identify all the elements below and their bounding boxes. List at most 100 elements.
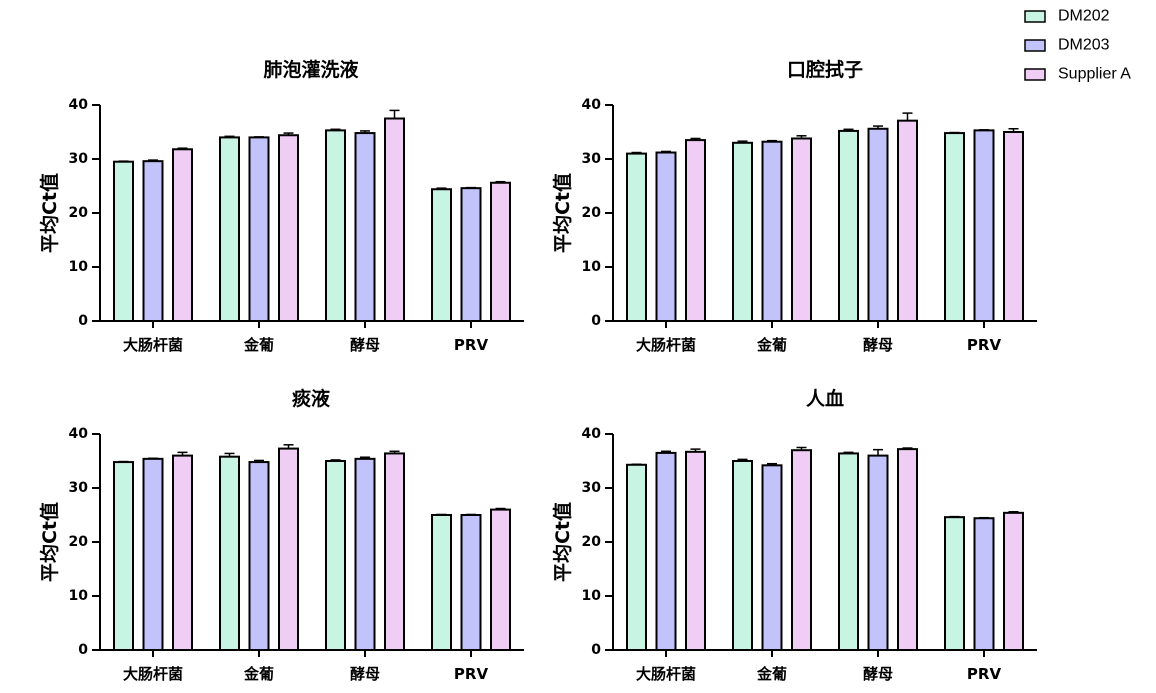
bar <box>732 141 753 322</box>
bar <box>142 457 164 651</box>
legend-label: DM203 <box>1058 37 1110 54</box>
bar <box>791 449 812 652</box>
legend: DM202 DM203 Supplier A <box>1024 8 1131 83</box>
bar <box>761 140 783 322</box>
legend-label: Supplier A <box>1058 66 1131 83</box>
bar <box>460 514 482 651</box>
bar <box>460 187 482 322</box>
chart-title: 人血 <box>806 387 844 410</box>
y-tick-label: 20 <box>69 205 89 221</box>
bar <box>685 139 706 322</box>
y-tick-label: 40 <box>69 426 89 442</box>
x-tick-label: PRV <box>967 336 1002 354</box>
y-tick-label: 30 <box>582 151 602 167</box>
y-axis-label: 平均Ct值 <box>38 173 61 253</box>
chart-title: 痰液 <box>292 387 331 410</box>
bar <box>113 160 134 322</box>
bar <box>384 117 405 322</box>
x-tick-label: 大肠杆菌 <box>636 665 696 683</box>
bar <box>944 516 965 651</box>
bar <box>685 450 706 651</box>
chart-title: 口腔拭子 <box>787 58 863 81</box>
bar <box>490 508 511 651</box>
y-tick-label: 40 <box>582 426 602 442</box>
y-tick-label: 40 <box>582 97 602 113</box>
y-tick-label: 0 <box>591 313 601 329</box>
bar <box>172 454 193 651</box>
bar <box>626 463 647 651</box>
legend-swatch <box>1024 39 1046 52</box>
y-tick-label: 30 <box>69 480 89 496</box>
bar <box>732 460 753 651</box>
x-tick-label: 酵母 <box>350 665 380 683</box>
bar <box>384 452 405 651</box>
bar <box>113 461 134 651</box>
bar <box>219 136 240 322</box>
bar <box>354 132 376 322</box>
bar <box>248 136 270 322</box>
x-tick-label: 大肠杆菌 <box>123 336 183 354</box>
y-tick-label: 30 <box>582 480 602 496</box>
bar <box>490 181 511 322</box>
bar <box>1003 511 1024 652</box>
bar <box>431 514 452 651</box>
x-tick-label: 金葡 <box>243 336 274 354</box>
bar <box>431 188 452 322</box>
x-tick-label: PRV <box>454 665 489 683</box>
bar <box>172 148 193 322</box>
y-tick-label: 20 <box>69 534 89 550</box>
y-tick-label: 10 <box>582 259 602 275</box>
x-tick-label: 大肠杆菌 <box>123 665 183 683</box>
legend-swatch <box>1024 10 1046 23</box>
y-tick-label: 0 <box>78 313 88 329</box>
y-tick-label: 40 <box>69 97 89 113</box>
bar <box>973 129 995 322</box>
x-tick-label: 大肠杆菌 <box>636 336 696 354</box>
y-tick-label: 0 <box>78 642 88 658</box>
bar <box>897 448 918 651</box>
bar <box>248 461 270 651</box>
y-axis-label: 平均Ct值 <box>551 173 574 253</box>
bar <box>838 129 859 322</box>
x-tick-label: 酵母 <box>350 336 380 354</box>
y-tick-label: 30 <box>69 151 89 167</box>
bar <box>897 119 918 322</box>
x-tick-label: 金葡 <box>243 665 274 683</box>
bar <box>655 451 677 651</box>
y-tick-label: 20 <box>582 534 602 550</box>
bar <box>655 151 677 322</box>
y-tick-label: 0 <box>591 642 601 658</box>
bar <box>867 454 889 651</box>
bar <box>325 460 346 651</box>
y-axis-label: 平均Ct值 <box>551 502 574 582</box>
bar <box>626 152 647 322</box>
bar <box>838 452 859 651</box>
bar <box>973 517 995 651</box>
bar <box>354 457 376 651</box>
bar <box>278 447 299 651</box>
x-tick-label: 金葡 <box>756 336 787 354</box>
bar <box>325 129 346 322</box>
x-tick-label: 金葡 <box>756 665 787 683</box>
bar <box>219 455 240 651</box>
y-tick-label: 10 <box>582 588 602 604</box>
legend-label: DM202 <box>1058 8 1110 25</box>
bar <box>791 137 812 322</box>
x-tick-label: PRV <box>967 665 1002 683</box>
y-tick-label: 20 <box>582 205 602 221</box>
bar <box>1003 131 1024 322</box>
legend-swatch <box>1024 68 1046 81</box>
chart-title: 肺泡灌洗液 <box>263 58 359 81</box>
x-tick-label: PRV <box>454 336 489 354</box>
x-tick-label: 酵母 <box>863 336 893 354</box>
bar <box>944 132 965 322</box>
y-tick-label: 10 <box>69 588 89 604</box>
y-tick-label: 10 <box>69 259 89 275</box>
bar <box>761 464 783 651</box>
bar <box>867 127 889 322</box>
x-tick-label: 酵母 <box>863 665 893 683</box>
